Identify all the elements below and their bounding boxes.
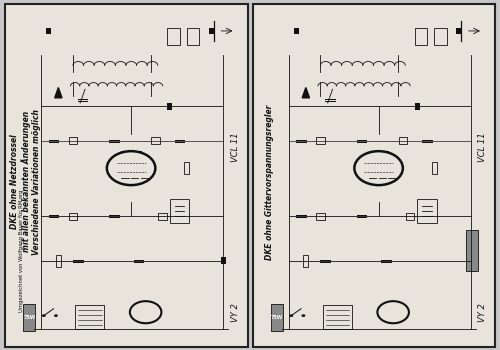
Bar <box>406 213 414 219</box>
Bar <box>466 230 478 271</box>
Bar <box>170 199 190 223</box>
Bar <box>221 257 226 264</box>
Bar <box>418 199 437 223</box>
Bar <box>168 103 172 110</box>
Text: VY 2: VY 2 <box>231 303 240 322</box>
Text: DKE ohne Gittervorspannungsregler: DKE ohne Gittervorspannungsregler <box>266 104 274 260</box>
Bar <box>151 137 160 144</box>
Bar <box>168 28 179 45</box>
Text: 75W: 75W <box>270 315 283 320</box>
Circle shape <box>302 314 306 317</box>
Text: DKE ohne Netzdrossel
mit allen bekannten Änderungen
Verschiedene Variationen mög: DKE ohne Netzdrossel mit allen bekannten… <box>10 109 41 255</box>
Bar <box>68 213 77 219</box>
Text: 75W: 75W <box>23 315 36 320</box>
Bar <box>76 305 104 329</box>
Polygon shape <box>54 88 62 98</box>
Bar <box>270 303 283 331</box>
Bar <box>434 28 446 45</box>
Bar <box>316 213 324 219</box>
Bar <box>208 28 214 34</box>
Bar <box>456 28 461 34</box>
Bar <box>184 162 190 174</box>
Bar <box>158 213 167 219</box>
Circle shape <box>42 314 45 317</box>
Text: VY 2: VY 2 <box>478 303 488 322</box>
Bar <box>415 103 420 110</box>
FancyBboxPatch shape <box>5 4 248 346</box>
Bar <box>46 28 51 34</box>
Bar <box>415 28 427 45</box>
Bar <box>68 137 77 144</box>
Bar <box>304 255 308 267</box>
Bar <box>294 28 298 34</box>
Bar <box>316 137 324 144</box>
Text: Umgezeichnet von Wolfgang Bauer für RM.org: Umgezeichnet von Wolfgang Bauer für RM.o… <box>20 189 24 312</box>
Bar <box>23 303 36 331</box>
Circle shape <box>54 314 58 317</box>
Polygon shape <box>302 88 310 98</box>
Circle shape <box>290 314 293 317</box>
Text: VCL 11: VCL 11 <box>231 133 240 162</box>
Bar <box>432 162 437 174</box>
Bar <box>398 137 407 144</box>
Bar <box>323 305 352 329</box>
Text: VCL 11: VCL 11 <box>478 133 488 162</box>
Bar <box>468 257 473 264</box>
Bar <box>56 255 61 267</box>
FancyBboxPatch shape <box>252 4 495 346</box>
Bar <box>187 28 199 45</box>
